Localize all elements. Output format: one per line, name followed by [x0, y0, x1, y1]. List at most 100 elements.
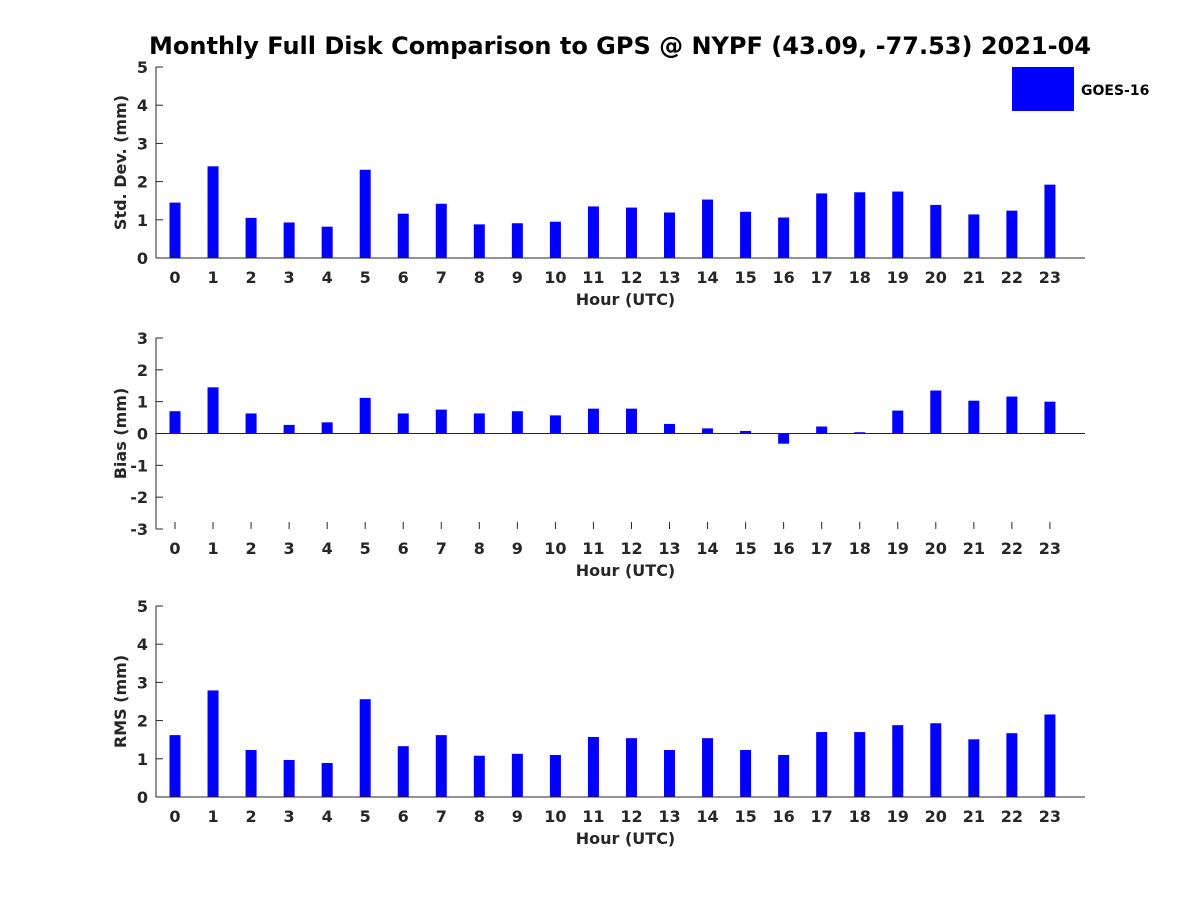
rms-xtick-label: 19: [887, 807, 909, 826]
std-dev-ytick-label: 0: [137, 249, 148, 268]
bias-bar-22: [1006, 396, 1018, 434]
rms-xtick-label: 22: [1001, 807, 1023, 826]
std-dev-bar-8: [473, 224, 485, 258]
legend-label: GOES-16: [1081, 83, 1149, 99]
bias-xtick-label: 17: [811, 539, 833, 558]
rms-y-axis-label: RMS (mm): [111, 655, 130, 748]
std-dev-xtick-label: 21: [963, 268, 985, 287]
bias-xtick-label: 11: [582, 539, 604, 558]
std-dev-y-axis-label: Std. Dev. (mm): [111, 95, 130, 230]
std-dev-bar-21: [968, 214, 980, 258]
std-dev-xtick-label: 1: [207, 268, 218, 287]
rms-bar-0: [169, 735, 181, 797]
rms-bar-9: [511, 753, 523, 797]
std-dev-bar-22: [1006, 210, 1018, 258]
bias-xtick-label: 20: [925, 539, 947, 558]
std-dev-xtick-label: 13: [658, 268, 680, 287]
legend: GOES-16: [1012, 67, 1149, 111]
bias-xtick-label: 10: [544, 539, 566, 558]
rms-bar-14: [702, 738, 714, 797]
bias-bar-4: [321, 422, 333, 434]
std-dev-xtick-label: 7: [436, 268, 447, 287]
std-dev-xtick-label: 6: [398, 268, 409, 287]
rms-bar-18: [854, 732, 866, 797]
std-dev-bar-16: [778, 217, 790, 258]
bias-xtick-label: 22: [1001, 539, 1023, 558]
bias-xtick-label: 1: [207, 539, 218, 558]
std-dev-xtick-label: 17: [811, 268, 833, 287]
bias-bar-19: [892, 410, 904, 434]
rms-xtick-label: 1: [207, 807, 218, 826]
rms-xtick-label: 14: [696, 807, 718, 826]
bias-bar-6: [397, 413, 409, 434]
rms-xtick-label: 17: [811, 807, 833, 826]
rms-xtick-label: 12: [620, 807, 642, 826]
std-dev-bar-0: [169, 202, 181, 258]
std-dev-ytick-label: 1: [137, 211, 148, 230]
bias-xtick-label: 16: [773, 539, 795, 558]
rms-xtick-label: 15: [734, 807, 756, 826]
std-dev-xtick-label: 3: [284, 268, 295, 287]
bias-xtick-label: 2: [246, 539, 257, 558]
rms-bar-11: [587, 737, 599, 797]
rms-xtick-label: 9: [512, 807, 523, 826]
bias-bar-17: [816, 426, 828, 434]
std-dev-xtick-label: 4: [322, 268, 333, 287]
std-dev-ytick-label: 3: [137, 134, 148, 153]
std-dev-bar-19: [892, 191, 904, 258]
bias-bar-13: [664, 423, 676, 434]
bias-bar-5: [359, 397, 371, 434]
bias-xtick-label: 5: [360, 539, 371, 558]
rms-bar-19: [892, 725, 904, 797]
rms-bar-13: [664, 750, 676, 797]
rms-xtick-label: 3: [284, 807, 295, 826]
rms-bar-7: [435, 735, 447, 797]
rms-xtick-label: 18: [849, 807, 871, 826]
bias-bar-1: [207, 387, 219, 434]
bias-xtick-label: 6: [398, 539, 409, 558]
bias-ytick-label: 3: [137, 329, 148, 348]
bias-xtick-label: 15: [734, 539, 756, 558]
bias-xtick-label: 7: [436, 539, 447, 558]
bias-bar-0: [169, 411, 181, 434]
bias-bar-8: [473, 413, 485, 434]
rms-bar-2: [245, 750, 257, 797]
rms-xtick-label: 7: [436, 807, 447, 826]
rms-xtick-label: 0: [169, 807, 180, 826]
bias-ytick-label: 1: [137, 393, 148, 412]
rms-bar-23: [1044, 714, 1056, 797]
std-dev-xtick-label: 19: [887, 268, 909, 287]
legend-swatch: [1012, 67, 1074, 111]
bias-y-axis-label: Bias (mm): [111, 388, 130, 480]
std-dev-ytick-label: 5: [137, 58, 148, 77]
rms-ytick-label: 4: [137, 635, 148, 654]
rms-bar-5: [359, 699, 371, 797]
std-dev-x-axis-label: Hour (UTC): [576, 290, 676, 309]
bias-bar-12: [625, 408, 637, 434]
std-dev-xtick-label: 0: [169, 268, 180, 287]
rms-bar-1: [207, 690, 219, 797]
rms-xtick-label: 23: [1039, 807, 1061, 826]
rms-bar-3: [283, 759, 295, 797]
rms-xtick-label: 11: [582, 807, 604, 826]
bias-xtick-label: 12: [620, 539, 642, 558]
std-dev-xtick-label: 12: [620, 268, 642, 287]
std-dev-bar-9: [511, 223, 523, 258]
bias-bar-10: [549, 415, 561, 434]
std-dev-bar-17: [816, 193, 828, 258]
rms-bar-4: [321, 763, 333, 797]
rms-xtick-label: 13: [658, 807, 680, 826]
bias-bar-23: [1044, 401, 1056, 434]
bias-x-axis-label: Hour (UTC): [576, 561, 676, 580]
bias-xtick-label: 9: [512, 539, 523, 558]
rms-bar-6: [397, 746, 409, 797]
std-dev-bar-13: [664, 212, 676, 258]
bias-bar-14: [702, 428, 714, 434]
rms-xtick-label: 21: [963, 807, 985, 826]
bias-bar-9: [511, 411, 523, 434]
bias-ytick-label: -1: [130, 456, 148, 475]
std-dev-bar-10: [549, 221, 561, 258]
bias-bar-3: [283, 424, 295, 434]
